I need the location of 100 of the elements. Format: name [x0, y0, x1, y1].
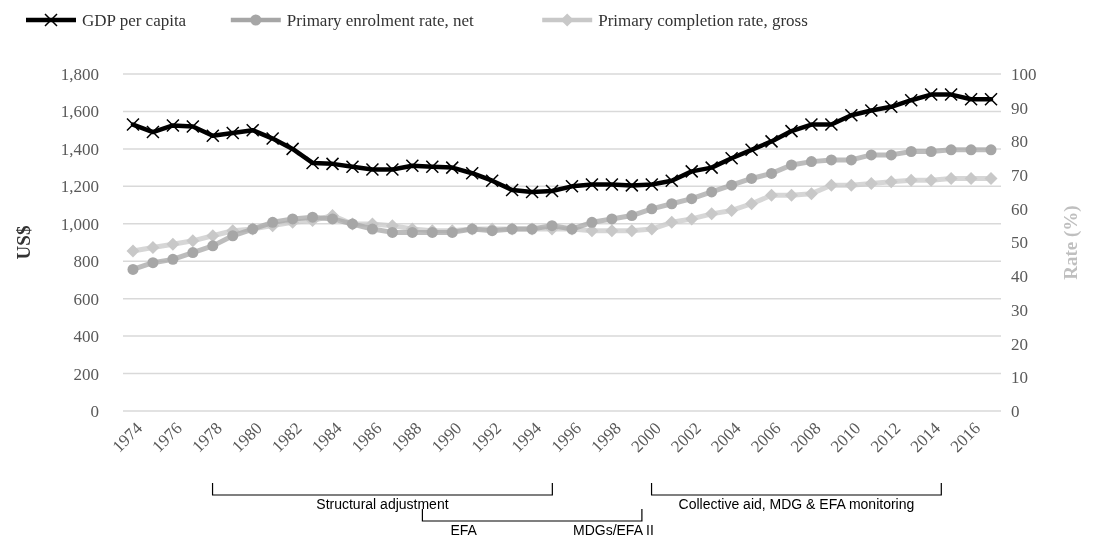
point	[704, 160, 719, 175]
point	[965, 144, 977, 156]
point	[405, 158, 420, 173]
point	[764, 134, 779, 149]
point	[665, 215, 679, 229]
point	[924, 173, 938, 187]
point	[706, 186, 718, 198]
point	[804, 187, 818, 201]
point	[325, 157, 340, 171]
point	[964, 171, 978, 185]
point	[784, 188, 798, 202]
point	[167, 253, 179, 265]
point	[944, 87, 958, 102]
point	[765, 188, 779, 202]
point	[646, 203, 658, 215]
text: EFA	[450, 522, 478, 538]
point	[726, 179, 738, 191]
y2-tick-label: 30	[1011, 300, 1028, 320]
point	[884, 175, 898, 189]
y2-tick-label: 60	[1011, 199, 1028, 219]
point	[746, 172, 758, 184]
y2-tick-label: 40	[1011, 267, 1028, 287]
point	[766, 167, 778, 179]
legend-label: Primary completion rate, gross	[598, 11, 808, 30]
point	[864, 103, 879, 118]
point	[804, 117, 819, 132]
point	[725, 203, 739, 217]
point	[365, 162, 380, 177]
y2-tick-label: 20	[1011, 334, 1028, 354]
point	[605, 177, 619, 192]
point	[884, 100, 898, 114]
point	[904, 93, 918, 107]
point	[825, 154, 837, 166]
point	[545, 184, 559, 198]
y-tick-label: 1,800	[60, 64, 99, 84]
point	[406, 226, 418, 238]
point	[287, 213, 299, 225]
y-tick-label: 800	[73, 252, 99, 272]
point	[226, 126, 240, 140]
text: Structural adjustment	[316, 496, 449, 512]
point	[385, 162, 400, 177]
point	[705, 207, 719, 221]
y2-tick-label: 50	[1011, 233, 1028, 253]
point	[147, 257, 159, 269]
point	[645, 222, 659, 236]
y-tick-label: 600	[73, 289, 99, 309]
y2-tick-label: 0	[1011, 401, 1020, 421]
point	[307, 211, 319, 223]
point	[666, 198, 678, 210]
point	[744, 143, 759, 157]
point	[824, 178, 838, 192]
point	[206, 129, 220, 143]
point	[745, 197, 759, 211]
y2-tick-label: 10	[1011, 368, 1028, 388]
point	[665, 173, 679, 188]
point	[784, 124, 799, 138]
y-tick-label: 400	[73, 327, 99, 347]
point	[625, 178, 639, 193]
point	[345, 159, 360, 174]
y-tick-label: 1,000	[60, 214, 99, 234]
point	[944, 171, 958, 185]
point	[565, 179, 579, 194]
point	[126, 244, 140, 258]
point	[207, 240, 219, 252]
point	[445, 160, 459, 175]
point	[327, 213, 339, 225]
point	[267, 216, 279, 228]
y-axis-title: US$	[13, 225, 34, 260]
y2-tick-label: 90	[1011, 98, 1028, 118]
y-tick-label: 1,400	[60, 139, 99, 159]
point	[465, 166, 479, 180]
point	[844, 178, 858, 192]
point	[245, 123, 260, 137]
point	[366, 223, 378, 235]
y-tick-label: 0	[90, 401, 99, 421]
point	[625, 224, 639, 238]
point	[606, 213, 618, 225]
point	[386, 226, 398, 238]
point	[187, 247, 199, 259]
point	[585, 177, 599, 192]
point	[546, 220, 558, 232]
point	[724, 151, 739, 165]
point	[865, 149, 877, 161]
y-tick-label: 1,600	[60, 102, 99, 122]
point	[166, 237, 180, 251]
point	[686, 193, 698, 205]
point	[186, 234, 200, 248]
point	[984, 92, 998, 107]
point	[785, 159, 797, 171]
legend-label: Primary enrolment rate, net	[286, 11, 475, 30]
text: MDGs/EFA II	[572, 522, 654, 538]
point	[146, 241, 160, 255]
text: Collective aid, MDG & EFA monitoring	[678, 496, 915, 512]
point	[684, 164, 699, 179]
point	[586, 216, 598, 228]
y2-tick-label: 80	[1011, 132, 1028, 152]
y2-axis-title: Rate (%)	[1060, 205, 1082, 280]
point	[127, 263, 139, 275]
point	[206, 229, 220, 243]
point	[265, 131, 280, 146]
